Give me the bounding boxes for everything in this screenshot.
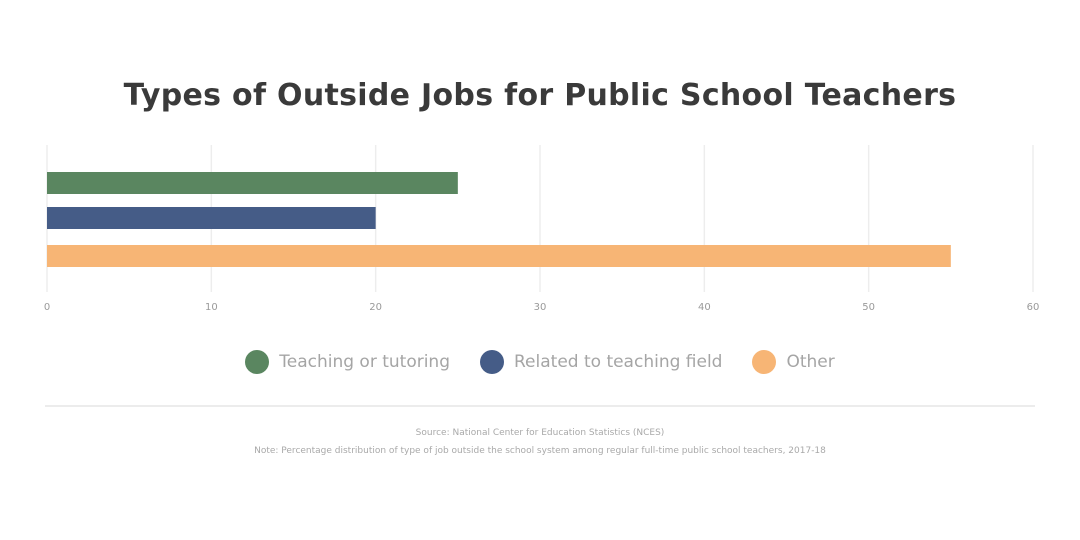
legend-label-related: Related to teaching field: [514, 352, 723, 372]
source-note: Source: National Center for Education St…: [415, 428, 665, 438]
bar-3[interactable]: [47, 245, 951, 267]
legend-swatch-other: [752, 350, 777, 374]
legend-item-teaching[interactable]: Teaching or tutoring: [245, 350, 450, 374]
footnote: Note: Percentage distribution of type of…: [254, 446, 826, 456]
x-tick-label: 0: [44, 302, 50, 313]
legend-label-teaching: Teaching or tutoring: [279, 352, 450, 372]
x-tick-label: 50: [862, 302, 875, 313]
x-tick-label: 40: [698, 302, 711, 313]
x-tick-label: 10: [205, 302, 218, 313]
legend-label-other: Other: [786, 352, 835, 372]
legend-item-other[interactable]: Other: [752, 350, 835, 374]
bar-1[interactable]: [47, 172, 458, 194]
x-tick-label: 30: [534, 302, 547, 313]
footer-divider: [45, 405, 1035, 407]
bar-chart: 0 10 20 30 40 50 60: [44, 145, 1040, 313]
x-tick-label: 20: [369, 302, 382, 313]
legend-swatch-related: [480, 350, 504, 374]
legend-item-related[interactable]: Related to teaching field: [480, 350, 722, 374]
legend-swatch-teaching: [245, 350, 270, 374]
chart-legend: Teaching or tutoring Related to teaching…: [0, 350, 1080, 374]
chart-title: Types of Outside Jobs for Public School …: [123, 78, 957, 113]
bar-2[interactable]: [47, 207, 376, 229]
x-tick-label: 60: [1027, 302, 1040, 313]
